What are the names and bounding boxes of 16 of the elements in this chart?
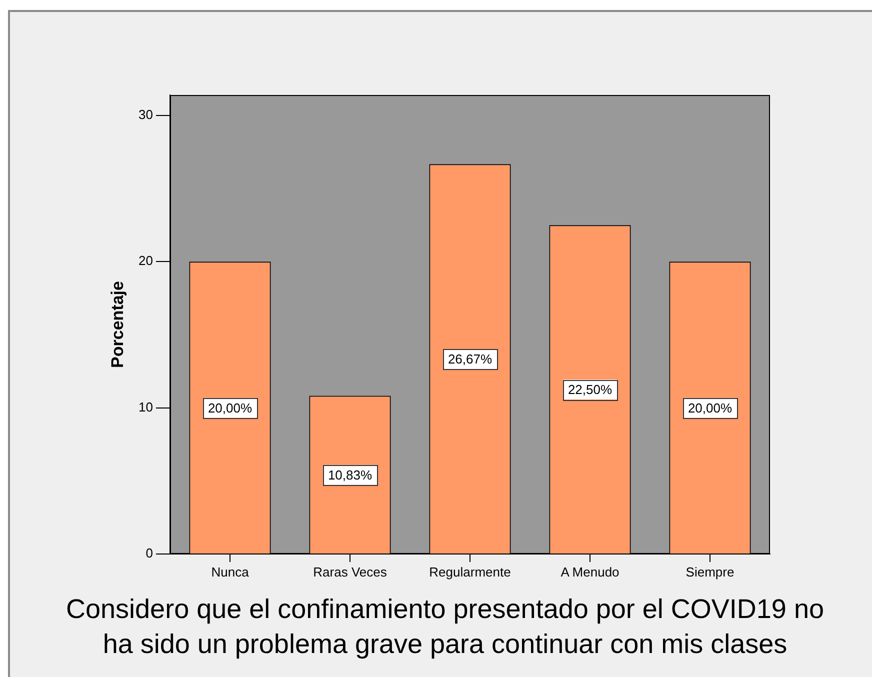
y-tick-label: 20: [138, 253, 153, 268]
data-label: 10,83%: [328, 467, 372, 482]
x-tick-label: Raras Veces: [313, 564, 388, 580]
y-tick-label: 10: [138, 399, 153, 414]
x-axis-title: Considero que el confinamiento presentado por el COVID19 no ha sido un problema grave para continuar con mis clases: [65, 593, 825, 661]
y-tick-label: 30: [138, 107, 153, 122]
x-tick-label: Regularmente: [429, 564, 511, 580]
x-tick-label: Nunca: [211, 564, 250, 580]
x-tick-label: A Menudo: [560, 564, 620, 580]
data-label: 26,67%: [448, 352, 492, 367]
data-label: 22,50%: [568, 382, 612, 398]
x-tick-label: Siempre: [686, 564, 734, 580]
data-label: 20,00%: [208, 400, 252, 416]
data-label: 20,00%: [688, 400, 732, 416]
y-axis-title: Porcentaje: [108, 281, 127, 368]
y-tick-label: 0: [146, 546, 153, 561]
